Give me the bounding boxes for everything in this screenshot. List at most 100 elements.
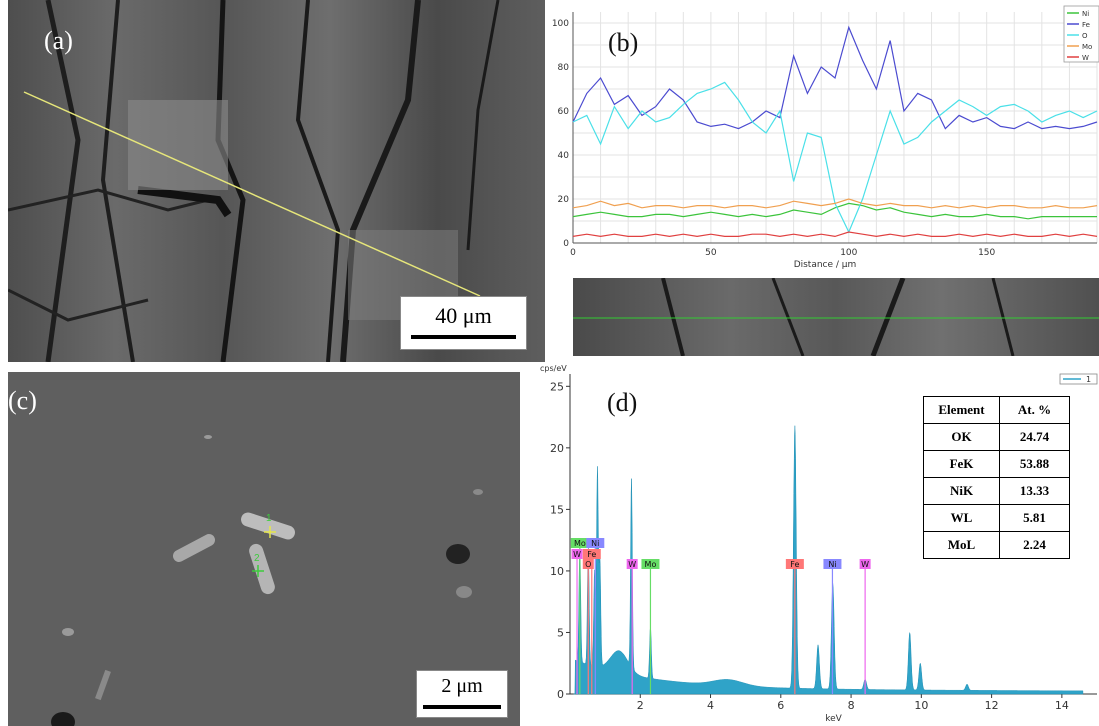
element-marker-label: W <box>628 560 636 569</box>
element-marker-box <box>785 559 804 569</box>
x-tick-label: 150 <box>978 248 995 258</box>
table-cell: NiK <box>923 477 1000 505</box>
x-tick-label: 100 <box>840 248 857 258</box>
series-line-fe <box>572 25 1098 130</box>
panel-a-label: (a) <box>44 26 73 55</box>
element-marker-label: Mo <box>645 560 657 569</box>
scale-bar-text: 2 μm <box>441 675 483 697</box>
element-marker-label: Fe <box>790 560 799 569</box>
sem-texture-a <box>8 0 545 362</box>
panel-d-label: (d) <box>607 388 638 417</box>
panel-b-label: (b) <box>608 28 639 57</box>
element-marker-label: W <box>573 550 581 559</box>
x-tick-label: 12 <box>985 699 999 712</box>
x-tick-label: 14 <box>1055 699 1069 712</box>
legend-label: W <box>1082 54 1089 62</box>
legend-label: Ni <box>1082 10 1089 18</box>
y-tick-label: 0 <box>563 239 569 249</box>
y-tick-label: 25 <box>550 380 564 393</box>
scale-bar-line <box>411 335 516 339</box>
legend-label: 1 <box>1086 375 1091 384</box>
table-cell: OK <box>923 423 1000 451</box>
y-axis-title: cps/eV <box>540 364 567 373</box>
composition-table: Element At. % OK 24.74 FeK 53.88 NiK 13.33 … <box>923 396 1070 559</box>
table-cell: WL <box>923 504 1000 532</box>
series-line-mo <box>572 198 1098 209</box>
element-marker-box <box>859 559 871 569</box>
legend-label: Mo <box>1082 43 1092 51</box>
legend-label: O <box>1082 32 1088 40</box>
y-tick-label: 0 <box>557 688 564 701</box>
x-tick-label: 8 <box>848 699 855 712</box>
panel-d: 0 5 10 15 20 25 2 4 6 8 10 12 14 cps/eV keV Mo Ni W Fe O W Mo… <box>530 362 1099 726</box>
element-marker-box <box>571 549 583 559</box>
element-marker-box <box>582 559 594 569</box>
scale-bar-line <box>423 705 501 709</box>
element-marker-label: W <box>861 560 869 569</box>
element-marker-box <box>823 559 842 569</box>
series-line-o <box>572 81 1098 234</box>
series-line-ni <box>572 202 1097 220</box>
table-cell: 24.74 <box>999 423 1070 451</box>
table-header: Element <box>923 396 1000 424</box>
y-tick-label: 20 <box>550 442 564 455</box>
element-marker-box <box>586 538 605 548</box>
x-axis-title: Distance / μm <box>794 260 857 270</box>
table-row: MoL 2.24 <box>923 531 1070 559</box>
panel-a-sem-image: (a) 40 μm <box>8 0 545 362</box>
series-line-w <box>572 231 1098 238</box>
panel-c-scale-bar: 2 μm <box>416 670 508 718</box>
panel-c-sem-image: 1 2 (c) 2 μm <box>8 372 520 726</box>
y-tick-label: 5 <box>557 626 564 639</box>
table-row: WL 5.81 <box>923 504 1070 532</box>
x-tick-label: 0 <box>570 248 576 258</box>
sem-texture-b <box>573 278 1099 356</box>
panel-a-scale-bar: 40 μm <box>400 296 527 350</box>
y-tick-label: 100 <box>552 19 569 29</box>
y-tick-label: 40 <box>558 151 570 161</box>
table-cell: MoL <box>923 531 1000 559</box>
x-tick-label: 4 <box>707 699 714 712</box>
element-marker-label: O <box>585 560 591 569</box>
y-tick-label: 80 <box>558 63 570 73</box>
point-label-1: 1 <box>266 513 272 524</box>
table-cell: 2.24 <box>999 531 1070 559</box>
scale-bar-text: 40 μm <box>435 303 492 328</box>
table-cell: 53.88 <box>999 450 1070 478</box>
x-tick-label: 6 <box>777 699 784 712</box>
table-row: NiK 13.33 <box>923 477 1070 505</box>
table-row: OK 24.74 <box>923 423 1070 451</box>
table-row: FeK 53.88 <box>923 450 1070 478</box>
element-marker-label: Ni <box>828 560 836 569</box>
legend-box <box>1063 5 1099 63</box>
element-marker-box <box>626 559 638 569</box>
y-tick-label: 10 <box>550 565 564 578</box>
panel-c-label: (c) <box>8 386 37 415</box>
x-axis-title: keV <box>825 714 842 724</box>
panel-b: 0 20 40 60 80 100 0 50 100 150 Distance / μm Ni Fe O M… <box>545 0 1099 362</box>
line-scan-sem-strip <box>573 278 1099 356</box>
y-tick-label: 15 <box>550 503 564 516</box>
point-label-2: 2 <box>254 553 260 564</box>
element-marker-box <box>570 538 589 548</box>
x-tick-label: 50 <box>705 248 717 258</box>
element-marker-label: Fe <box>587 550 596 559</box>
table-cell: 5.81 <box>999 504 1070 532</box>
spectrum-area <box>573 425 1084 695</box>
element-marker-box <box>641 559 660 569</box>
table-cell: 13.33 <box>999 477 1070 505</box>
table-header: At. % <box>999 396 1070 424</box>
element-marker-label: Ni <box>591 539 599 548</box>
table-header-row: Element At. % <box>923 396 1070 424</box>
element-marker-label: Mo <box>574 539 586 548</box>
x-tick-label: 2 <box>637 699 644 712</box>
sem-texture-c <box>8 372 520 726</box>
line-scan-path <box>23 91 481 297</box>
legend-label: Fe <box>1082 21 1090 29</box>
element-marker-box <box>582 549 601 559</box>
x-tick-label: 10 <box>914 699 928 712</box>
table-cell: FeK <box>923 450 1000 478</box>
line-scan-chart: 0 20 40 60 80 100 0 50 100 150 Distance / μm Ni Fe OM… <box>552 5 1099 270</box>
y-tick-label: 60 <box>558 107 570 117</box>
